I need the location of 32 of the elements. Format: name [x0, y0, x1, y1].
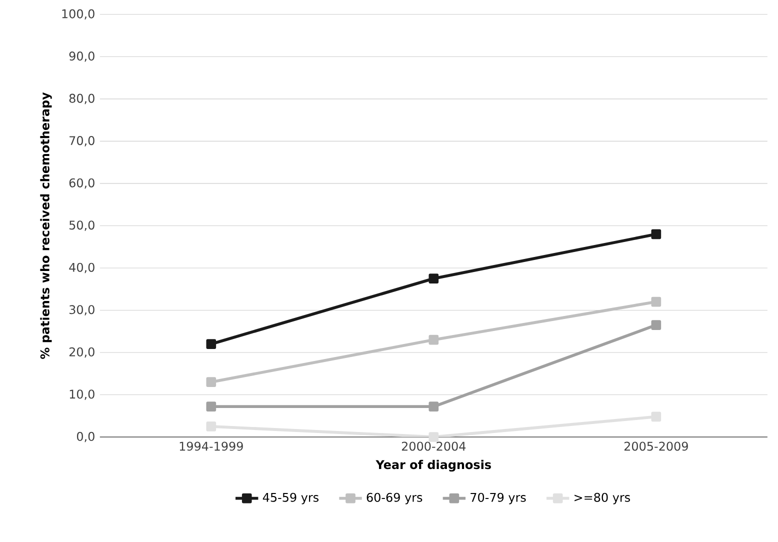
x-axis-title: Year of diagnosis: [376, 460, 491, 472]
point: [206, 339, 216, 350]
y-tick-label: 70,0: [70, 136, 94, 146]
y-tick-label: 20,0: [69, 347, 94, 358]
point: [206, 377, 216, 388]
point: [206, 402, 216, 412]
y-tick-label: 90,0: [69, 52, 94, 62]
y-tick-label: 80,0: [69, 94, 94, 104]
y-axis-title: % patients who received chemotherapy: [40, 92, 52, 360]
point: [428, 402, 439, 412]
point: [428, 432, 439, 442]
legend-label: >=80 yrs: [574, 492, 630, 504]
point: [651, 229, 662, 240]
legend-label: 70-79 yrs: [470, 492, 526, 504]
y-tick-label: 60,0: [69, 178, 94, 189]
x-tick-label: 2005-2009: [624, 442, 688, 451]
point: [428, 274, 439, 284]
x-tick-label: 2000-2004: [402, 442, 466, 451]
point: [428, 335, 439, 345]
y-tick-label: 10,0: [70, 390, 94, 400]
y-tick-label: 100,0: [62, 9, 94, 20]
y-tick-label: 30,0: [69, 305, 94, 316]
legend-label: 60-69 yrs: [366, 492, 422, 504]
y-tick-label: 50,0: [69, 220, 94, 231]
point: [206, 422, 216, 432]
y-tick-label: 40,0: [69, 262, 94, 274]
point: [651, 412, 662, 422]
x-tick-label: 1994-1999: [180, 442, 243, 451]
point: [651, 297, 662, 307]
y-tick-label: 0,0: [76, 432, 94, 442]
legend-label: 45-59 yrs: [262, 492, 319, 504]
point: [651, 320, 662, 330]
